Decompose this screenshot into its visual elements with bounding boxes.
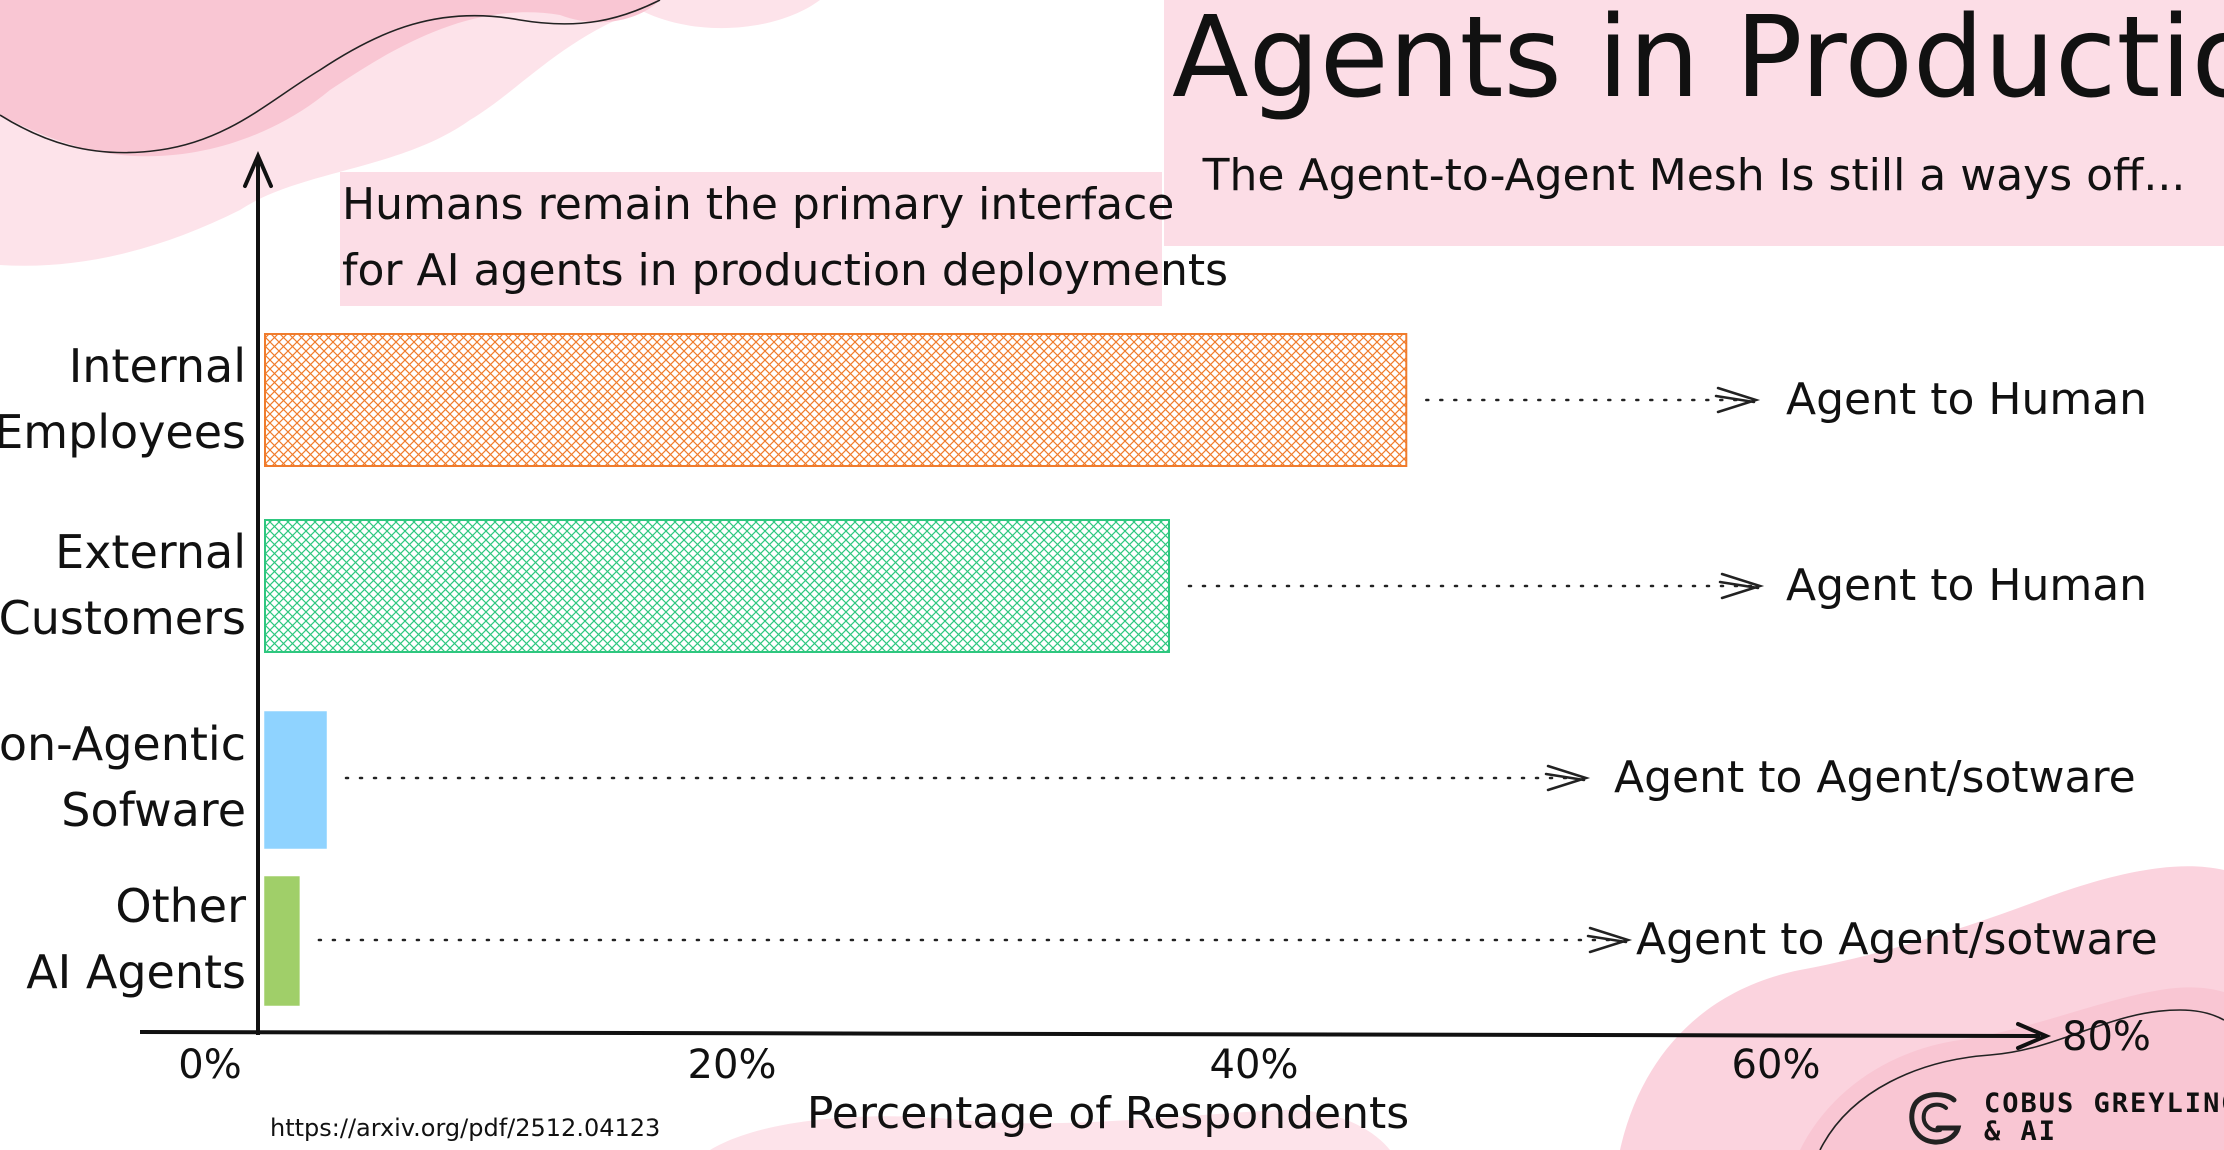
leader-arrow-icon-0 [1714, 386, 1761, 414]
category-label-1: External Customers [0, 525, 246, 645]
callout-box: Humans remain the primary interface for … [340, 172, 1229, 306]
annotation-label-2: Agent to Agent/sotware [1614, 752, 2136, 803]
bottom-right-blob-dark [1800, 987, 2224, 1150]
brand-line-2: & AI [1984, 1116, 2058, 1147]
leader-arrow-icon-1 [1718, 572, 1765, 600]
brand-name: COBUS GREYLING & AI [1984, 1090, 2224, 1146]
bottom-right-blob-outline [1819, 1009, 2224, 1150]
bar-3 [264, 876, 300, 1006]
annotation-label-3: Agent to Agent/sotware [1636, 914, 2158, 965]
x-tick-label-1: 20% [688, 1042, 777, 1088]
top-left-blob-dark [0, 0, 660, 157]
x-tick-label-2: 40% [1210, 1042, 1299, 1088]
category-label-3: Other AI Agents [26, 879, 246, 999]
leader-arrow-icon-3 [1586, 926, 1633, 954]
y-axis-arrow-icon [243, 150, 273, 188]
annotation-label-1: Agent to Human [1786, 560, 2147, 611]
bar-2 [264, 711, 327, 849]
x-tick-label-4: 80% [2062, 1014, 2151, 1060]
annotation-label-0: Agent to Human [1786, 374, 2147, 425]
brand-logo: COBUS GREYLING & AI [1906, 1090, 2224, 1146]
bar-0 [264, 333, 1408, 467]
callout-line-2: for AI agents in production deployments [342, 245, 1229, 296]
x-tick-label-3: 60% [1732, 1042, 1821, 1088]
page-title: Agents in Production [1172, 0, 2224, 123]
brand-line-1: COBUS GREYLING [1984, 1088, 2224, 1119]
category-label-0: Internal Employees [0, 339, 246, 459]
leader-arrow-icon-2 [1544, 764, 1591, 792]
x-axis-arrow-icon [2016, 1022, 2052, 1050]
top-left-blob-outline [0, 0, 661, 154]
callout-line-1: Humans remain the primary interface [342, 179, 1175, 230]
x-axis [139, 1030, 2041, 1038]
source-link[interactable]: https://arxiv.org/pdf/2512.04123 [270, 1114, 661, 1142]
x-tick-label-0: 0% [178, 1042, 241, 1088]
page-subtitle: The Agent-to-Agent Mesh Is still a ways … [1202, 150, 2186, 201]
x-axis-title: Percentage of Respondents [807, 1088, 1409, 1139]
bar-1 [264, 519, 1170, 653]
title-panel [1164, 0, 2224, 246]
bottom-middle-blob [710, 1109, 1390, 1150]
c-logo-icon [1909, 1092, 1962, 1145]
